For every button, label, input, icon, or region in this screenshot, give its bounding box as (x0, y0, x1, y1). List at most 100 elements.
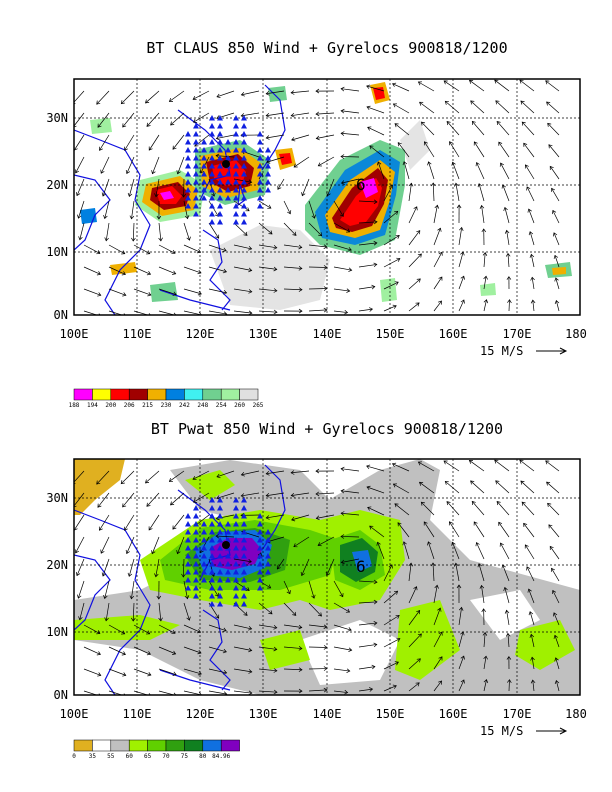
wind-vector-head (240, 92, 245, 97)
wind-vector (283, 222, 297, 236)
colorbar-label: 215 (142, 402, 153, 409)
wind-vector-head (215, 234, 220, 239)
wind-vector-head (148, 693, 151, 695)
wind-vector-head (323, 666, 328, 671)
wind-vector (216, 155, 235, 158)
wind-vector (367, 126, 385, 136)
wind-vector-head (222, 247, 227, 252)
wind-vector (418, 461, 435, 472)
colorbar-label: 0 (72, 753, 76, 760)
triangle-marker (225, 179, 231, 185)
wind-vector-head (346, 668, 351, 674)
triangle-marker (233, 139, 239, 145)
wind-vector (308, 222, 322, 237)
wind-vector (74, 514, 85, 531)
wind-vector-head (124, 146, 128, 151)
wind-vector-head (323, 687, 328, 693)
colorbar-swatch (184, 388, 204, 401)
panel-1-y-ticks: 0N 10N 20N 30N (46, 111, 68, 322)
wind-vector (408, 253, 422, 268)
wind-vector-head (479, 584, 485, 589)
wind-vector-head (392, 684, 397, 689)
wind-vector (553, 612, 560, 626)
triangle-marker (209, 219, 215, 225)
wind-vector (470, 100, 485, 114)
wind-vector-head (315, 515, 320, 521)
triangle-marker (217, 545, 223, 551)
wind-vector-head (184, 595, 190, 600)
triangle-marker (241, 219, 247, 225)
wind-vector (358, 308, 373, 312)
wind-vector-head (475, 162, 480, 167)
wind-vector (97, 492, 110, 508)
wind-vector-head (192, 498, 198, 503)
wind-vector (498, 522, 510, 538)
triangle-marker (209, 497, 215, 503)
triangle-marker (193, 585, 199, 591)
triangle-marker (193, 569, 199, 575)
wind-vector-head (416, 609, 421, 615)
wind-vector (358, 242, 377, 246)
wind-vector (408, 563, 412, 582)
triangle-marker (209, 569, 215, 575)
wind-vector-head (273, 266, 278, 272)
wind-vector (421, 501, 435, 516)
wind-vector-head (348, 647, 353, 653)
triangle-marker (241, 553, 247, 559)
wind-vector (241, 492, 260, 497)
wind-vector (532, 300, 535, 312)
wind-vector-head (248, 647, 253, 653)
wind-vector-head (243, 611, 248, 616)
wind-vector (383, 661, 399, 670)
wind-vector (455, 183, 460, 202)
triangle-marker (233, 123, 239, 129)
wind-vector (547, 123, 560, 136)
triangle-marker (233, 219, 239, 225)
wind-vector-head (473, 141, 478, 146)
triangle-marker (209, 211, 215, 217)
wind-vector-head (315, 468, 320, 474)
wind-vector (308, 602, 322, 617)
wind-vector-head (197, 269, 202, 275)
triangle-marker (233, 171, 239, 177)
panel-1-colorbar: 188 194 200 206 215 230 242 248 254 260 265 (69, 388, 264, 409)
wind-vector (383, 258, 401, 268)
wind-vector-head (273, 689, 278, 695)
triangle-marker (193, 537, 199, 543)
wind-vector (183, 244, 201, 253)
triangle-marker (193, 179, 199, 185)
wind-vector-head (315, 491, 320, 497)
triangle-marker (201, 171, 207, 177)
wind-vector-head (291, 516, 296, 522)
triangle-marker (209, 187, 215, 193)
wind-vector (233, 646, 252, 651)
wind-vector (293, 156, 310, 168)
triangle-marker (217, 497, 223, 503)
wind-vector-head (96, 271, 101, 276)
wind-vector (151, 536, 160, 554)
wind-vector-head (454, 182, 459, 187)
triangle-marker (201, 561, 207, 567)
wind-vector-head (315, 111, 320, 117)
wind-vector (258, 646, 277, 650)
wind-vector-head (151, 170, 156, 175)
wind-vector (121, 90, 135, 104)
wind-vector (233, 310, 252, 314)
wind-vector-head (170, 121, 175, 126)
wind-vector (83, 310, 98, 315)
wind-vector-head (216, 93, 221, 99)
wind-vector (317, 536, 335, 546)
wind-vector-head (298, 688, 303, 694)
wind-vector-head (148, 146, 153, 151)
wind-vector-head (99, 146, 103, 151)
wind-vector (483, 252, 486, 268)
triangle-marker (225, 577, 231, 583)
wind-vector-head (408, 562, 414, 567)
wind-vector-head (438, 276, 443, 281)
wind-vector (233, 222, 248, 236)
wind-vector-head (301, 192, 306, 197)
triangle-marker (233, 577, 239, 583)
wind-vector (469, 80, 485, 92)
wind-vector (83, 244, 101, 254)
wind-vector (495, 100, 510, 114)
